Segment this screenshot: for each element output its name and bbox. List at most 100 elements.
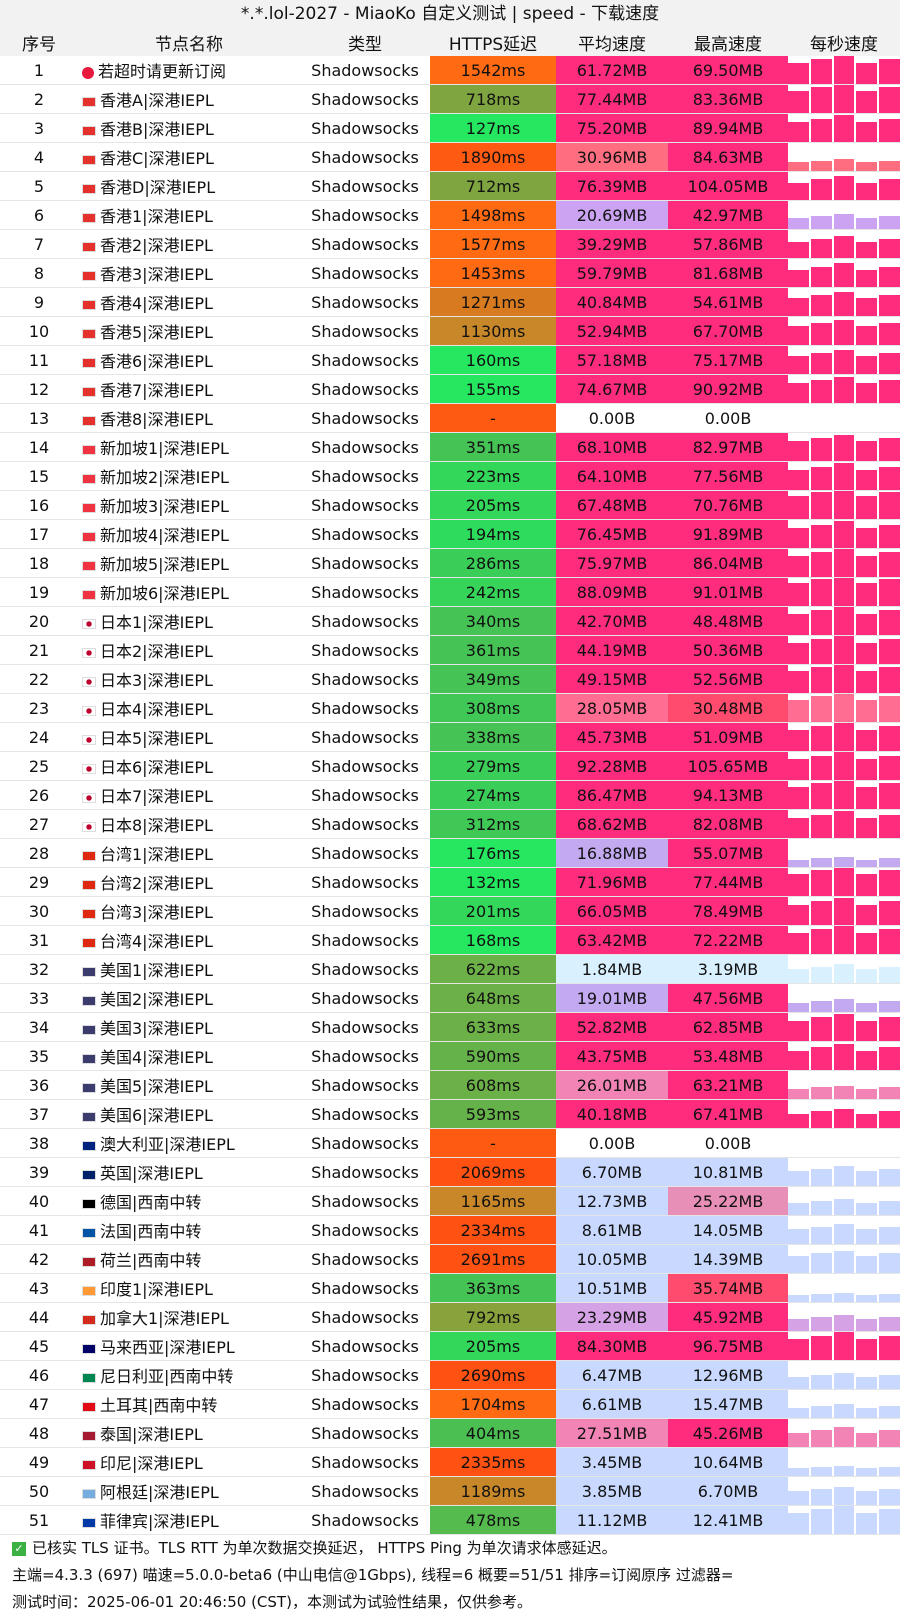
sparkline-bar: [810, 118, 832, 142]
cell-max-speed: 62.85MB: [668, 1012, 788, 1042]
sparkline-bar: [879, 118, 900, 142]
cell-node-name: 美国6|深港IEPL: [78, 1099, 300, 1129]
speed-sparkline: [788, 1187, 900, 1215]
cell-type: Shadowsocks: [300, 1418, 430, 1448]
cell-latency: 1498ms: [430, 200, 556, 230]
my-flag-icon: [82, 1343, 96, 1354]
speed-sparkline: [788, 491, 900, 519]
cell-latency: 132ms: [430, 867, 556, 897]
cell-node-name: 日本3|深港IEPL: [78, 664, 300, 694]
cell-index: 18: [0, 548, 78, 578]
cell-node-name: 新加坡3|深港IEPL: [78, 490, 300, 520]
sparkline-bar: [810, 466, 832, 490]
cell-node-name: 泰国|深港IEPL: [78, 1418, 300, 1448]
sparkline-bar: [856, 614, 878, 635]
sparkline-bar: [833, 463, 855, 490]
sparkline-bar: [833, 636, 855, 664]
cell-node-name: 若超时请更新订阅: [78, 56, 300, 85]
cell-avg-speed: 6.47MB: [556, 1360, 668, 1390]
node-name-text: 新加坡5|深港IEPL: [100, 555, 229, 574]
cell-type: Shadowsocks: [300, 751, 430, 781]
cell-avg-speed: 63.42MB: [556, 925, 668, 955]
cell-latency: 194ms: [430, 519, 556, 549]
cell-per-second-chart: [788, 403, 900, 433]
node-name-text: 土耳其|西南中转: [100, 1396, 218, 1415]
cell-avg-speed: 3.85MB: [556, 1476, 668, 1506]
cell-avg-speed: 16.88MB: [556, 838, 668, 868]
cell-per-second-chart: [788, 751, 900, 781]
sparkline-bar: [879, 552, 900, 577]
table-row: 25 日本6|深港IEPL Shadowsocks 279ms 92.28MB …: [0, 751, 900, 781]
sparkline-bar: [810, 1226, 832, 1244]
sparkline-bar: [788, 1295, 809, 1302]
sparkline-bar: [788, 441, 809, 461]
node-name-text: 新加坡4|深港IEPL: [100, 526, 229, 545]
speed-sparkline: [788, 1332, 900, 1360]
cell-max-speed: 52.56MB: [668, 664, 788, 694]
cell-max-speed: 57.86MB: [668, 229, 788, 259]
node-name-text: 日本4|深港IEPL: [100, 700, 213, 719]
cell-index: 21: [0, 635, 78, 665]
cell-avg-speed: 12.73MB: [556, 1186, 668, 1216]
sparkline-bar: [833, 897, 855, 925]
table-row: 15 新加坡2|深港IEPL Shadowsocks 223ms 64.10MB…: [0, 461, 900, 491]
cell-per-second-chart: [788, 345, 900, 375]
sparkline-bar: [810, 901, 832, 925]
cell-per-second-chart: [788, 142, 900, 172]
cn-flag-icon: [82, 908, 96, 919]
node-name-text: 日本1|深港IEPL: [100, 613, 213, 632]
sparkline-bar: [856, 1021, 878, 1041]
cell-avg-speed: 52.94MB: [556, 316, 668, 346]
table-row: 20 日本1|深港IEPL Shadowsocks 340ms 42.70MB …: [0, 606, 900, 636]
cell-node-name: 美国3|深港IEPL: [78, 1012, 300, 1042]
cell-node-name: 台湾1|深港IEPL: [78, 838, 300, 868]
jp-flag-icon: [82, 792, 96, 803]
node-name-text: 台湾4|深港IEPL: [100, 932, 213, 951]
sparkline-bar: [788, 90, 809, 113]
node-name-text: 新加坡6|深港IEPL: [100, 584, 229, 603]
cell-latency: 205ms: [430, 1331, 556, 1361]
table-row: 39 英国|深港IEPL Shadowsocks 2069ms 6.70MB 1…: [0, 1157, 900, 1187]
table-row: 46 尼日利亚|西南中转 Shadowsocks 2690ms 6.47MB 1…: [0, 1360, 900, 1390]
cell-avg-speed: 0.00B: [556, 403, 668, 433]
table-row: 45 马来西亚|深港IEPL Shadowsocks 205ms 84.30MB…: [0, 1331, 900, 1361]
cell-avg-speed: 26.01MB: [556, 1070, 668, 1100]
cell-max-speed: 0.00B: [668, 1128, 788, 1158]
table-row: 50 阿根廷|深港IEPL Shadowsocks 1189ms 3.85MB …: [0, 1476, 900, 1506]
cell-latency: 286ms: [430, 548, 556, 578]
sparkline-bar: [788, 182, 809, 200]
sparkline-bar: [856, 122, 878, 142]
cell-latency: 1704ms: [430, 1389, 556, 1419]
sparkline-bar: [788, 614, 809, 635]
table-row: 43 印度1|深港IEPL Shadowsocks 363ms 10.51MB …: [0, 1273, 900, 1303]
table-row: 10 香港5|深港IEPL Shadowsocks 1130ms 52.94MB…: [0, 316, 900, 346]
cell-per-second-chart: [788, 954, 900, 984]
sparkline-bar: [810, 1375, 832, 1389]
cell-index: 24: [0, 722, 78, 752]
cell-node-name: 菲律宾|深港IEPL: [78, 1505, 300, 1535]
cell-per-second-chart: [788, 635, 900, 665]
node-name-text: 加拿大1|深港IEPL: [100, 1309, 229, 1328]
cell-node-name: 香港8|深港IEPL: [78, 403, 300, 433]
cell-node-name: 尼日利亚|西南中转: [78, 1360, 300, 1390]
sparkline-bar: [856, 1002, 878, 1012]
cell-node-name: 台湾2|深港IEPL: [78, 867, 300, 897]
sparkline-bar: [810, 725, 832, 751]
cell-latency: 340ms: [430, 606, 556, 636]
cell-max-speed: 10.81MB: [668, 1157, 788, 1187]
sparkline-bar: [833, 349, 855, 374]
table-row: 31 台湾4|深港IEPL Shadowsocks 168ms 63.42MB …: [0, 925, 900, 955]
red-dot-icon: [82, 66, 94, 79]
sparkline-bar: [856, 355, 878, 374]
cell-index: 42: [0, 1244, 78, 1274]
node-name-text: 新加坡3|深港IEPL: [100, 497, 229, 516]
cell-index: 12: [0, 374, 78, 404]
sparkline-bar: [879, 59, 900, 84]
cell-node-name: 英国|深港IEPL: [78, 1157, 300, 1187]
cell-index: 3: [0, 113, 78, 143]
cell-node-name: 日本8|深港IEPL: [78, 809, 300, 839]
cell-index: 1: [0, 56, 78, 85]
sparkline-bar: [856, 528, 878, 548]
speed-sparkline: [788, 723, 900, 751]
node-name-text: 新加坡2|深港IEPL: [100, 468, 229, 487]
